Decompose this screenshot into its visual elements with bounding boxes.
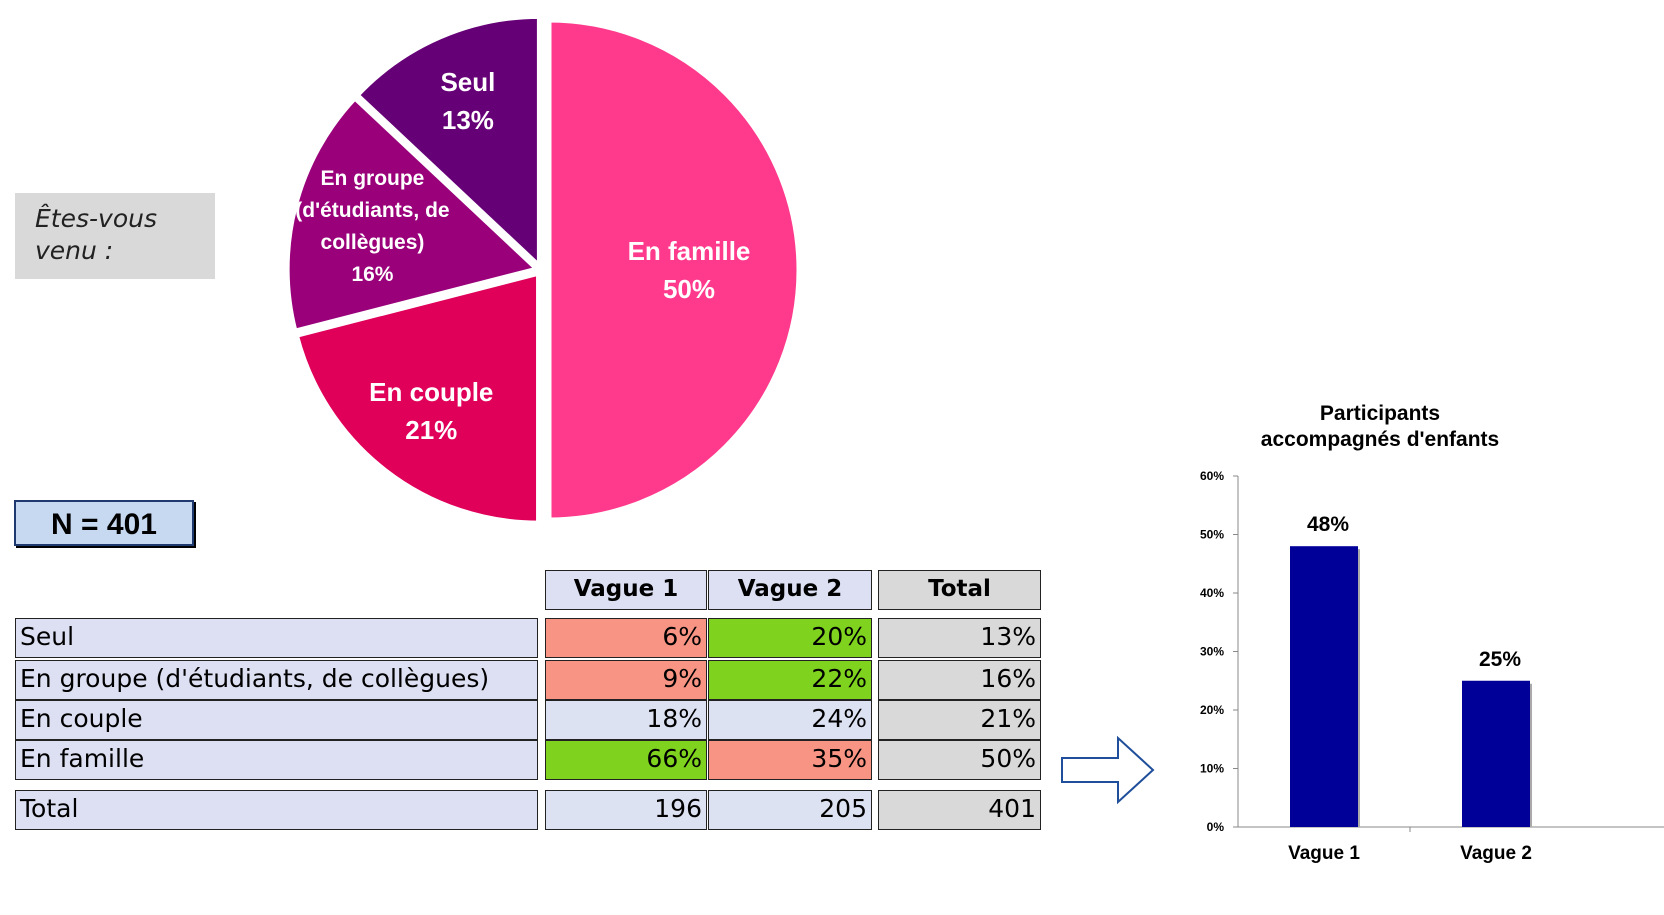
y-tick-label: 10% — [1200, 762, 1224, 776]
slice-name: En couple — [369, 377, 494, 408]
pie-slice — [293, 269, 542, 526]
row-label: Total — [15, 790, 538, 830]
cell: 20% — [708, 618, 872, 658]
slice-label: En groupe (d'étudiants, de collègues) 16% — [272, 163, 472, 291]
y-tick-label: 50% — [1200, 528, 1224, 542]
row-label: En groupe (d'étudiants, de collègues) — [15, 660, 538, 700]
slice-label: En famille 50% — [599, 232, 779, 308]
header-cell: Vague 1 — [545, 570, 707, 610]
chart-title-line: Participants — [1320, 402, 1440, 425]
cell: 9% — [545, 660, 707, 700]
row-label: En couple — [15, 700, 538, 740]
slice-value: 16% — [351, 262, 394, 286]
sample-size: N = 401 — [14, 500, 194, 546]
row-label: En famille — [15, 740, 538, 780]
header-cell: Vague 2 — [708, 570, 872, 610]
cell: 196 — [545, 790, 707, 830]
row-label: Seul — [15, 618, 538, 658]
y-tick-label: 30% — [1200, 645, 1224, 659]
bar — [1462, 680, 1530, 827]
cell: 13% — [878, 618, 1041, 658]
cell: 205 — [708, 790, 872, 830]
pie-slice — [546, 17, 802, 523]
cell: 6% — [545, 618, 707, 658]
cell: 50% — [878, 740, 1041, 780]
header-cell: Total — [878, 570, 1041, 610]
x-tick-label: Vague 1 — [1288, 843, 1360, 864]
cell: 22% — [708, 660, 872, 700]
cell: 24% — [708, 700, 872, 740]
cell: 66% — [545, 740, 707, 780]
y-tick-label: 40% — [1200, 586, 1224, 600]
slice-label: En couple 21% — [341, 373, 521, 449]
y-tick-label: 60% — [1200, 469, 1224, 483]
arrow — [1061, 735, 1155, 805]
x-tick-label: Vague 2 — [1460, 843, 1532, 864]
slice-label: Seul 13% — [378, 63, 558, 139]
cell: 21% — [878, 700, 1041, 740]
slice-name: En groupe (d'étudiants, de collègues) — [295, 166, 450, 254]
question: Êtes-vous venu : — [15, 193, 215, 279]
pie-slice — [284, 94, 543, 335]
pie-slice — [353, 13, 542, 273]
slice-name: Seul — [440, 67, 496, 98]
data-label: 48% — [1307, 513, 1349, 536]
slice-value: 13% — [441, 105, 494, 136]
cell: 18% — [545, 700, 707, 740]
slice-value: 50% — [662, 274, 716, 304]
y-tick-label: 20% — [1200, 703, 1224, 717]
bar — [1290, 546, 1358, 827]
slice-value: 21% — [405, 415, 458, 446]
data-label: 25% — [1479, 648, 1521, 671]
chart-title: Participants accompagnés d'enfants — [1261, 402, 1499, 451]
cell: 401 — [878, 790, 1041, 830]
y-tick-label: 0% — [1207, 820, 1225, 834]
slice-name: En famille — [627, 236, 751, 266]
cell: 16% — [878, 660, 1041, 700]
cell: 35% — [708, 740, 872, 780]
chart-title-line: accompagnés d'enfants — [1261, 428, 1499, 451]
